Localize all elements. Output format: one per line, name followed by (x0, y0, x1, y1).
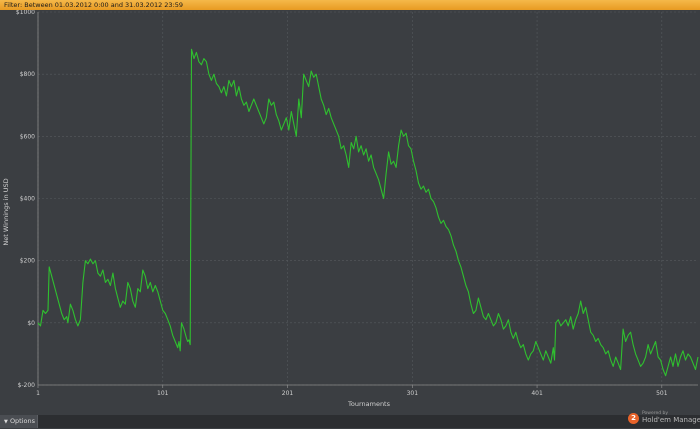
y-tick-label: $200 (20, 258, 35, 265)
filter-label: Filter: (4, 1, 23, 9)
y-tick-label: $800 (20, 71, 35, 78)
x-tick-label: 501 (656, 390, 668, 397)
x-axis-label: Tournaments (347, 400, 391, 408)
brand-powered-by: Powered by (642, 411, 669, 416)
chart: $-200 $0 $200 $400 $600 $800 $1000 1 101 201 301 40… (2, 10, 699, 408)
y-tick-label: $-200 (18, 382, 36, 389)
filter-text: Between 01.03.2012 0:00 and 31.03.2012 2… (24, 1, 184, 9)
x-tick-label: 201 (282, 390, 294, 397)
brand-name: Hold'em Manager (642, 416, 700, 424)
x-tick-label: 1 (36, 390, 40, 397)
brand-badge-icon: 2 (628, 413, 639, 424)
y-tick-label: $0 (27, 320, 35, 327)
x-tick-label: 101 (157, 390, 169, 397)
chevron-down-icon: ▼ (4, 419, 8, 425)
options-label: Options (9, 417, 36, 425)
filter-bar: Filter: Between 01.03.2012 0:00 and 31.0… (0, 0, 700, 10)
tick-labels: $-200 $0 $200 $400 $600 $800 $1000 1 101 201 301 40… (16, 10, 668, 397)
x-tick-label: 301 (407, 390, 419, 397)
x-tick-label: 401 (531, 390, 543, 397)
series-layer (37, 48, 699, 377)
chart-axes (37, 12, 698, 388)
y-tick-label: $400 (20, 196, 35, 203)
y-tick-label: $1000 (16, 10, 35, 16)
y-tick-label: $600 (20, 133, 35, 140)
options-button[interactable]: ▼ Options (0, 415, 38, 428)
series-line (37, 48, 699, 377)
grid-lines (37, 11, 698, 386)
y-axis-label: Net Winnings in USD (2, 178, 10, 245)
bottom-bar: ▼ Options 2 Powered by Hold'em Manager (0, 411, 700, 428)
brand-logo: 2 Powered by Hold'em Manager (628, 411, 700, 427)
